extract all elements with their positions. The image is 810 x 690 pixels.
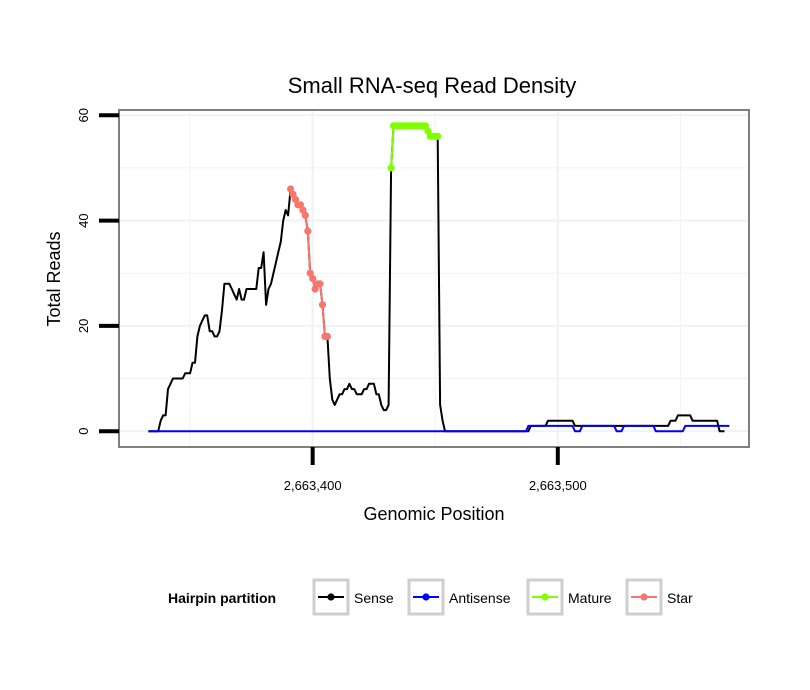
data-point-star: [323, 332, 331, 340]
legend-label: Mature: [568, 590, 612, 606]
data-point-star: [309, 274, 317, 283]
y-tick-label: 60: [76, 108, 91, 122]
plot-background: [119, 110, 749, 447]
x-axis: 2,663,400 2,663,500: [284, 447, 587, 493]
grid-lines: [119, 110, 749, 447]
y-tick-label: 40: [76, 213, 91, 227]
legend-items: Sense Antisense Mature Star: [312, 578, 693, 616]
data-point-star: [316, 280, 324, 288]
x-axis-title: Genomic Position: [363, 504, 504, 524]
legend-item-star: Star: [625, 578, 693, 616]
legend-key-marker: [422, 593, 430, 601]
legend-item-mature: Mature: [526, 578, 612, 616]
data-point-mature: [387, 164, 395, 172]
y-tick-label: 0: [76, 428, 91, 435]
y-axis-title: Total Reads: [44, 231, 64, 326]
legend-item-sense: Sense: [312, 578, 394, 616]
series-layer: [148, 122, 730, 433]
legend-label: Sense: [354, 590, 394, 606]
legend-item-antisense: Antisense: [407, 578, 511, 616]
x-tick-label: 2,663,500: [529, 478, 587, 493]
legend-key-marker: [640, 593, 648, 601]
legend-label: Star: [667, 590, 693, 606]
legend: Hairpin partition Sense Antisense Mature St…: [168, 578, 693, 616]
data-point-mature: [434, 132, 442, 140]
plot-panel: [118, 109, 750, 448]
data-point-star: [318, 301, 327, 309]
legend-title: Hairpin partition: [168, 590, 276, 606]
series-line-antisense: [148, 424, 730, 433]
y-tick-label: 20: [76, 319, 91, 333]
data-point-star: [301, 211, 309, 219]
legend-key-marker: [541, 593, 549, 601]
y-axis: 0 20 40 60: [76, 108, 119, 435]
legend-key-marker: [327, 593, 335, 601]
data-point-star: [304, 227, 312, 235]
x-tick-label: 2,663,400: [284, 478, 342, 493]
plot-border: [118, 109, 750, 448]
chart-title: Small RNA-seq Read Density: [288, 73, 577, 98]
legend-label: Antisense: [449, 590, 511, 606]
